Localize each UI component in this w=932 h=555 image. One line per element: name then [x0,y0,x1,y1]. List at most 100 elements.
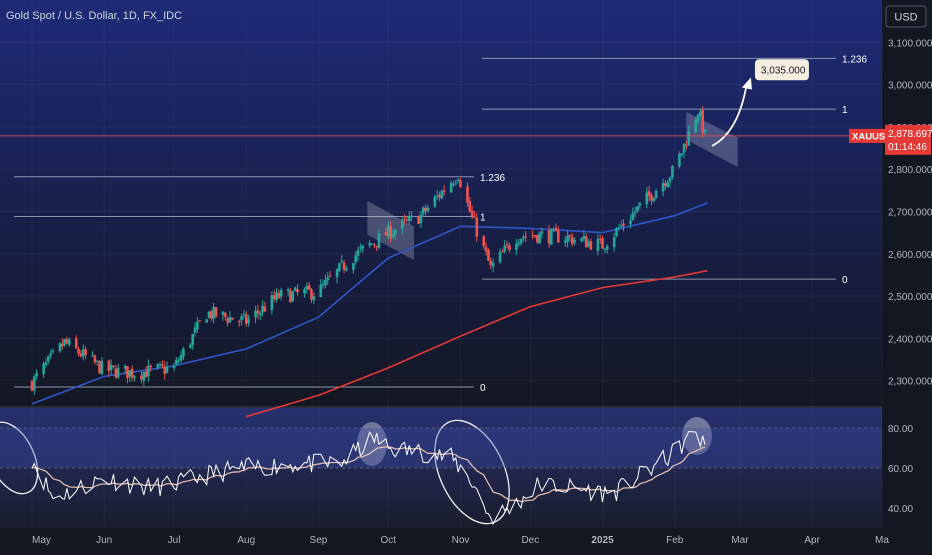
fib-level-label: 0 [842,275,848,286]
candle-body [587,241,590,247]
candle-body [452,183,455,185]
candle-body [223,313,227,317]
candle-body [482,236,486,247]
candle-body [619,225,623,227]
candle-body [475,217,479,237]
badge-countdown: 01:14:46 [888,142,927,153]
candle-body [49,353,52,356]
candle-body [557,230,560,243]
candle-body [116,367,120,378]
candle-body [652,197,656,202]
target-callout-box[interactable] [754,59,809,81]
candle-body [459,180,462,187]
candle-body [319,284,323,297]
candle-body [361,245,364,249]
candle-body [563,240,567,243]
candle-body [63,339,66,346]
candle-body [240,316,243,321]
candle-body [242,313,246,316]
candle-body [517,242,521,245]
candle-body [338,263,341,271]
candle-body [568,235,572,237]
candle-body [342,262,346,270]
time-tick-label: Jul [168,535,181,546]
candle-body [531,235,534,237]
candle-body [205,319,208,323]
arrow-head-icon [741,77,752,90]
candle-body [328,275,332,277]
candle-body [582,236,586,239]
fibonacci-levels: 1.236 1 0 1.236 1 0 [14,54,867,394]
candle-body [126,366,129,378]
candle-body [165,366,169,373]
rsi-line [31,430,706,526]
candle-body [419,214,423,223]
candle-body [566,235,569,242]
price-tick-label: 3,000.000 [888,81,932,92]
candle-body [35,373,38,377]
candle-body [661,183,665,192]
candle-body [456,179,460,182]
candle-body [258,312,262,315]
candle-body [666,182,670,188]
time-tick-label: Apr [804,535,820,546]
badge-symbol-bg [849,128,885,143]
candle-body [286,289,290,292]
candle-body [156,364,160,368]
candle-body [263,306,267,312]
candle-body [699,111,702,116]
candle-body [654,191,658,199]
candle-body [74,338,78,349]
candle-body [550,229,553,245]
current-price-badge: XAUUSD 2,878.697 01:14:46 [849,124,932,155]
candle-body [508,245,511,251]
time-tick-label: Feb [666,535,684,546]
candle-body [636,206,639,212]
ellipse-highlight-icon [357,422,387,466]
candle-body [454,182,458,184]
candle-body [622,223,625,226]
candle-body [175,359,178,365]
candle-body [182,348,185,357]
ma-slow-line [245,269,708,418]
target-callout[interactable]: 3,035.000 [754,59,809,81]
candle-body [701,110,704,134]
candle-body [524,236,527,238]
rsi-tick-label: 40.00 [888,504,913,515]
candle-body [93,355,97,363]
candle-body [664,183,667,186]
candle-body [540,231,544,234]
candle-body [226,318,229,323]
candle-body [303,289,306,294]
candle-body [384,231,388,236]
candle-body [356,250,360,256]
candle-body [403,218,406,220]
candle-body [696,114,700,122]
candle-body [177,360,181,362]
candle-body [470,210,474,216]
price-tick-label: 2,400.000 [888,334,932,345]
time-tick-label: Mar [731,535,749,546]
price-tick-label: 2,800.000 [888,165,932,176]
candle-body [207,311,211,318]
candle-body [410,215,413,217]
pane-divider[interactable] [0,406,932,408]
candle-body [191,334,194,346]
candle-body [279,289,283,297]
candle-body [321,284,325,286]
candle-body [79,353,83,357]
candle-body [680,153,684,156]
candle-body [345,268,348,271]
candle-body [433,196,437,207]
candle-body [296,289,299,293]
candle-body [261,305,264,312]
candle-body [629,220,632,225]
currency-button[interactable] [885,5,927,28]
candle-body [172,365,176,369]
candle-body [324,279,327,286]
grid-lines [0,41,882,382]
candle-body [158,363,162,365]
candle-body [682,143,686,153]
